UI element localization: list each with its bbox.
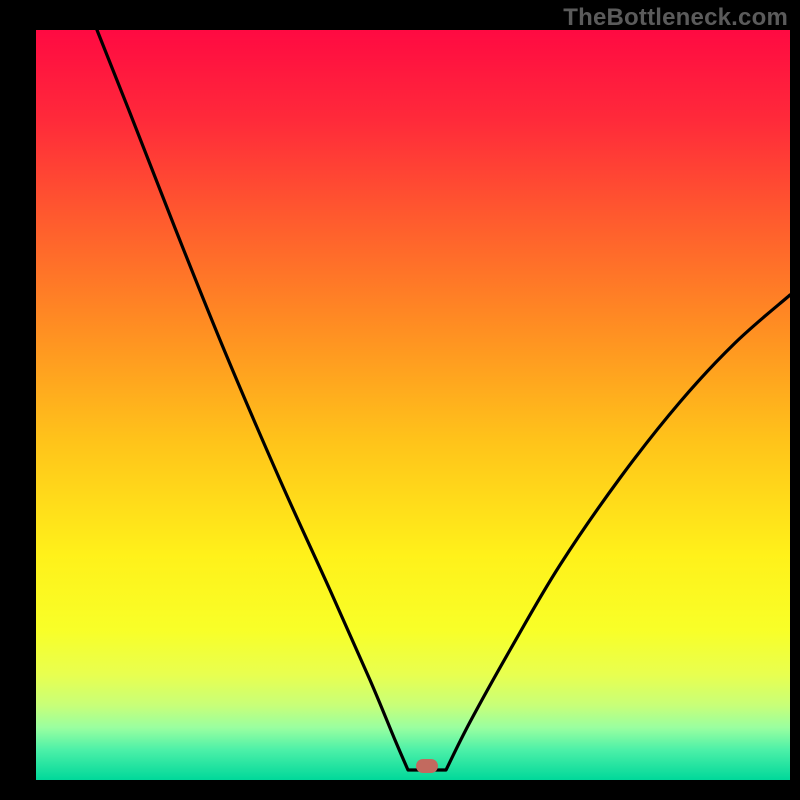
chart-stage: TheBottleneck.com <box>0 0 800 800</box>
optimal-point-marker <box>416 759 438 773</box>
chart-svg <box>0 0 800 800</box>
watermark-label: TheBottleneck.com <box>563 4 788 32</box>
